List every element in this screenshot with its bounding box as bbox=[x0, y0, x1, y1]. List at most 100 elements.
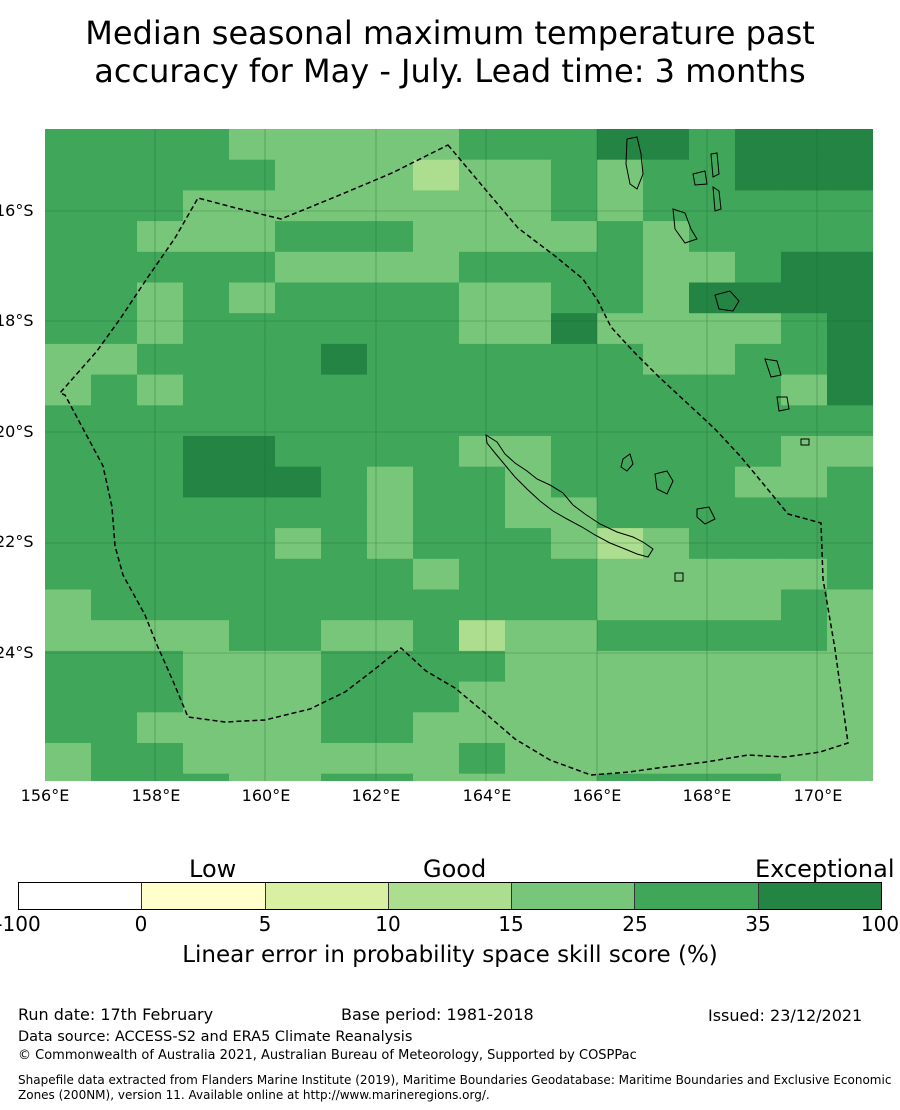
grid-cell bbox=[45, 159, 92, 191]
grid-cell bbox=[275, 282, 322, 314]
grid-cell bbox=[137, 282, 184, 314]
grid-cell bbox=[551, 743, 598, 775]
grid-cell bbox=[505, 251, 552, 283]
grid-cell bbox=[643, 436, 690, 468]
grid-cell bbox=[367, 712, 414, 744]
grid-cell bbox=[229, 650, 276, 683]
grid-cell bbox=[413, 129, 460, 161]
grid-cell bbox=[643, 528, 690, 560]
grid-cell bbox=[137, 313, 184, 345]
grid-cell bbox=[275, 558, 322, 590]
small-isle-east bbox=[800, 438, 810, 446]
grid-cell bbox=[91, 650, 138, 683]
grid-cell bbox=[827, 650, 873, 683]
grid-cell bbox=[367, 650, 414, 683]
grid-cell bbox=[275, 221, 322, 253]
grid-cell bbox=[321, 497, 368, 529]
grid-cell bbox=[643, 466, 690, 498]
vanuatu-island-small bbox=[692, 170, 708, 186]
grid-cell bbox=[137, 650, 184, 683]
shapefile-credit: Shapefile data extracted from Flanders M… bbox=[18, 1073, 892, 1102]
grid-cell bbox=[367, 129, 414, 161]
grid-cell bbox=[643, 589, 690, 621]
grid-cell bbox=[275, 405, 322, 437]
grid-cell bbox=[459, 712, 506, 744]
grid-cell bbox=[505, 282, 552, 314]
grid-cell bbox=[183, 558, 230, 590]
grid-cell bbox=[827, 436, 873, 468]
grid-cell bbox=[735, 650, 782, 683]
grid-cell bbox=[505, 650, 552, 683]
colorbar-tick-100: 100 bbox=[860, 912, 900, 936]
colorbar-segment-35-100 bbox=[758, 883, 881, 909]
colorbar-tick-5: 5 bbox=[258, 912, 272, 936]
grid-cell bbox=[91, 190, 138, 222]
grid-cell bbox=[183, 528, 230, 560]
grid-cell bbox=[183, 313, 230, 345]
grid-cell bbox=[643, 558, 690, 590]
grid-cell bbox=[781, 681, 828, 713]
grid-cell bbox=[229, 405, 276, 437]
grid-cell bbox=[827, 221, 873, 253]
grid-cell bbox=[367, 681, 414, 713]
grid-cell bbox=[459, 282, 506, 314]
grid-cell bbox=[781, 712, 828, 744]
grid-cell bbox=[597, 589, 644, 621]
grid-cell bbox=[781, 743, 828, 775]
grid-cell bbox=[183, 681, 230, 713]
islands bbox=[485, 136, 810, 582]
grid-cell bbox=[229, 313, 276, 345]
grid-cell bbox=[551, 712, 598, 744]
grid-cell bbox=[137, 497, 184, 529]
category-good: Good bbox=[423, 855, 487, 883]
grid-cell bbox=[367, 589, 414, 621]
grid-cell bbox=[689, 620, 736, 652]
grid-cell bbox=[91, 466, 138, 498]
grid-cell bbox=[275, 190, 322, 222]
grid-cell bbox=[321, 743, 368, 775]
grid-cell bbox=[459, 773, 506, 781]
grid-cell bbox=[91, 712, 138, 744]
lon-label-156e: 156°E bbox=[20, 786, 70, 805]
grid-cell bbox=[689, 405, 736, 437]
grid-cell bbox=[459, 190, 506, 222]
grid-cell bbox=[689, 681, 736, 713]
grid-cell bbox=[275, 620, 322, 652]
grid-cell bbox=[45, 712, 92, 744]
grid-cell bbox=[781, 190, 828, 222]
grid-cell bbox=[367, 282, 414, 314]
grid-cell bbox=[597, 190, 644, 222]
grid-cell bbox=[459, 650, 506, 683]
grid-cell bbox=[413, 589, 460, 621]
grid-cell bbox=[275, 773, 322, 781]
grid-cell bbox=[597, 251, 644, 283]
colorbar-tick-25: 25 bbox=[622, 912, 648, 936]
grid-cell bbox=[45, 558, 92, 590]
grid-cell bbox=[597, 343, 644, 376]
grid-cell bbox=[45, 650, 92, 683]
grid-cell bbox=[551, 436, 598, 468]
grid-cell bbox=[781, 313, 828, 345]
grid-cell bbox=[597, 743, 644, 775]
grid-cell bbox=[551, 190, 598, 222]
grid-cell bbox=[505, 159, 552, 191]
skill-score-map bbox=[45, 129, 873, 781]
colorbar-label: Linear error in probability space skill … bbox=[182, 942, 718, 968]
grid-cell bbox=[459, 466, 506, 498]
grid-cell bbox=[367, 405, 414, 437]
grid-cell bbox=[137, 558, 184, 590]
grid-cell bbox=[781, 374, 828, 406]
aneityum-island bbox=[776, 396, 790, 412]
grid-cell bbox=[413, 743, 460, 775]
grid-cell bbox=[229, 374, 276, 406]
grid-cell bbox=[183, 251, 230, 283]
graticule bbox=[45, 129, 873, 781]
grid-cell bbox=[183, 436, 230, 468]
grid-cell bbox=[781, 528, 828, 560]
grid-cell bbox=[689, 251, 736, 283]
grid-cell bbox=[505, 436, 552, 468]
vanuatu-island-mid bbox=[712, 186, 722, 212]
grid-cell bbox=[367, 528, 414, 560]
grid-cell bbox=[459, 129, 506, 161]
grid-cell bbox=[781, 620, 828, 652]
